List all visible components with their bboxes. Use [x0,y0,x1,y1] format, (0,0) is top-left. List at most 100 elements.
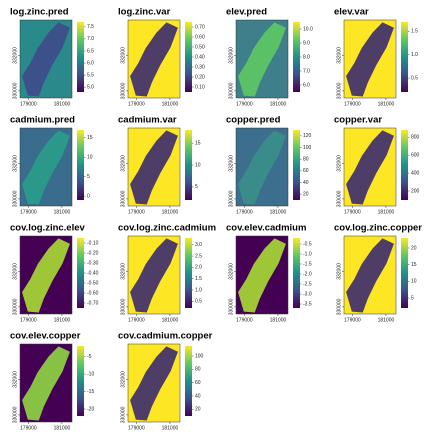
y-tick-label: 332000 [12,371,18,388]
x-tick-label: 181000 [270,101,287,107]
y-tick-label: 330000 [120,190,126,207]
y-tick-label: 330000 [336,190,342,207]
raster-blob [22,130,70,205]
colorbar-label: -2.0 [303,271,312,277]
x-tick-label: 179000 [344,209,361,215]
raster-blob [346,22,394,97]
colorbar-label: 20 [411,245,417,251]
colorbar-label: 10 [87,155,93,161]
colorbar-label: 2.5 [195,253,202,259]
colorbar-label: -3.0 [303,291,312,297]
colorbar-label: 0.30 [195,64,205,70]
colorbar-label: 20 [195,407,201,413]
panel-title: copper.var [334,115,382,126]
y-tick-label: 332000 [12,263,18,280]
x-tick-label: 179000 [128,209,145,215]
colorbar-label: -0.60 [87,290,99,296]
y-tick-label: 332000 [336,263,342,280]
colorbar-label: 800 [411,135,420,141]
panel: cadmium.var 179000 181000 330000 332000 5 10 15 [118,115,201,216]
y-tick-label: 332000 [12,47,18,64]
raster-blob [130,346,178,421]
colorbar [401,238,408,308]
y-tick-label: 332000 [120,155,126,172]
colorbar-label: 40 [195,393,201,399]
plot-frame [19,127,73,207]
panel-title: elev.var [334,7,369,18]
raster-blob [22,22,70,97]
colorbar-label: -0.5 [303,241,312,247]
colorbar [293,238,300,308]
colorbar-label: 10 [411,279,417,285]
panel: cov.cadmium.copper 179000 181000 330000 3320… [118,331,213,432]
panel: log.zinc.pred 179000 181000 330000 332000 5.0… [10,7,94,108]
colorbar [293,22,300,92]
x-tick-label: 181000 [270,209,287,215]
colorbar-label: 0.5 [411,75,418,81]
colorbar-label: 1.0 [195,287,202,293]
colorbar-label: 6.5 [87,48,94,54]
colorbar-label: -0.10 [87,240,99,246]
x-tick-label: 181000 [378,209,395,215]
y-tick-label: 330000 [120,82,126,99]
colorbar-label: -2.5 [303,281,312,287]
x-tick-label: 179000 [236,101,253,107]
y-tick-label: 332000 [12,155,18,172]
y-tick-label: 332000 [228,155,234,172]
panel-title: cov.log.zinc.elev [10,223,86,234]
colorbar-label: 600 [411,152,420,158]
x-tick-label: 181000 [162,209,179,215]
colorbar-label: -15 [87,389,94,395]
colorbar-label: 0.20 [195,74,205,80]
colorbar [185,238,192,308]
x-tick-label: 181000 [162,317,179,323]
plot-frame [19,235,73,315]
x-tick-label: 181000 [162,425,179,431]
raster-blob [22,238,70,313]
y-tick-label: 330000 [12,298,18,315]
colorbar-label: -0.50 [87,280,99,286]
y-tick-label: 330000 [336,82,342,99]
colorbar [401,22,408,92]
x-tick-label: 181000 [378,317,395,323]
colorbar [293,130,300,200]
plot-frame [19,343,73,423]
y-tick-label: 330000 [228,190,234,207]
colorbar-label: 15 [411,262,417,268]
colorbar [77,346,84,416]
colorbar-label: 0.50 [195,44,205,50]
panel: cov.log.zinc.copper 179000 181000 330000 332… [334,223,422,324]
x-tick-label: 179000 [344,317,361,323]
colorbar-label: 1.5 [195,276,202,282]
colorbar-label: 120 [303,133,312,139]
colorbar-label: 100 [303,145,312,151]
colorbar-label: 0.70 [195,24,205,30]
colorbar-label: 9.0 [303,40,310,46]
colorbar-label: -5 [87,354,92,360]
colorbar [185,130,192,200]
x-tick-label: 181000 [54,101,71,107]
plot-frame [127,235,181,315]
colorbar-label: 400 [411,170,420,176]
colorbar-label: 40 [303,180,309,186]
colorbar-label: 80 [303,156,309,162]
plot-frame [127,19,181,99]
panel: elev.pred 179000 181000 330000 332000 6.0 7.0 8… [226,7,313,108]
panel-title: copper.pred [226,115,281,126]
colorbar-label: 2.0 [195,265,202,271]
raster-blob [238,238,286,313]
x-tick-label: 181000 [162,101,179,107]
colorbar [77,130,84,200]
x-tick-label: 181000 [54,317,71,323]
plot-frame [235,127,289,207]
panel: cov.elev.copper 179000 181000 330000 332000 -… [10,331,94,432]
colorbar-label: -0.30 [87,260,99,266]
x-tick-label: 179000 [236,209,253,215]
colorbar-label: 60 [195,380,201,386]
colorbar-label: 0.5 [195,299,202,305]
raster-blob [130,238,178,313]
colorbar-label: 10.0 [303,26,313,32]
colorbar-label: 80 [195,367,201,373]
x-tick-label: 179000 [344,101,361,107]
